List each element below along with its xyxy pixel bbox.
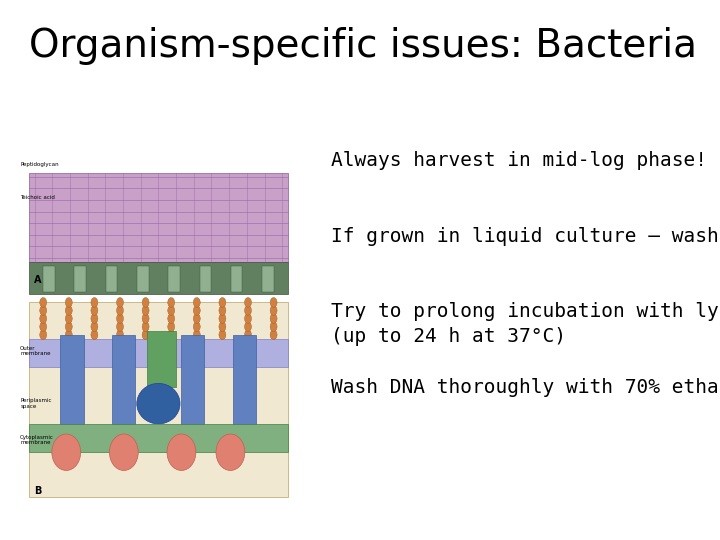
Circle shape bbox=[219, 314, 226, 323]
Circle shape bbox=[66, 322, 72, 332]
Ellipse shape bbox=[167, 434, 196, 470]
Bar bbox=[233, 335, 256, 424]
Circle shape bbox=[245, 322, 251, 332]
Text: If grown in liquid culture – wash the cells well: If grown in liquid culture – wash the ce… bbox=[331, 227, 720, 246]
Circle shape bbox=[270, 298, 277, 307]
Text: Peptidoglycan: Peptidoglycan bbox=[20, 162, 59, 167]
Bar bbox=[29, 339, 288, 367]
Circle shape bbox=[117, 322, 123, 332]
Circle shape bbox=[66, 330, 72, 340]
Circle shape bbox=[91, 314, 98, 323]
Circle shape bbox=[270, 330, 277, 340]
Circle shape bbox=[168, 330, 175, 340]
Circle shape bbox=[91, 330, 98, 340]
Text: A: A bbox=[34, 275, 41, 285]
Circle shape bbox=[91, 322, 98, 332]
Circle shape bbox=[40, 322, 47, 332]
Bar bbox=[231, 266, 243, 292]
Ellipse shape bbox=[109, 434, 138, 470]
Bar bbox=[29, 262, 288, 294]
Text: Organism-specific issues: Bacteria: Organism-specific issues: Bacteria bbox=[29, 27, 697, 65]
Circle shape bbox=[40, 330, 47, 340]
Circle shape bbox=[219, 306, 226, 315]
Circle shape bbox=[142, 314, 149, 323]
Bar bbox=[137, 266, 148, 292]
Circle shape bbox=[66, 314, 72, 323]
Bar bbox=[262, 266, 274, 292]
Circle shape bbox=[270, 322, 277, 332]
Bar bbox=[199, 266, 211, 292]
Circle shape bbox=[66, 298, 72, 307]
Circle shape bbox=[117, 314, 123, 323]
Circle shape bbox=[91, 298, 98, 307]
Circle shape bbox=[91, 306, 98, 315]
Ellipse shape bbox=[137, 383, 180, 424]
Circle shape bbox=[194, 306, 200, 315]
Bar bbox=[43, 266, 55, 292]
Text: Always harvest in mid-log phase!: Always harvest in mid-log phase! bbox=[331, 151, 707, 170]
Circle shape bbox=[142, 322, 149, 332]
Circle shape bbox=[117, 306, 123, 315]
Circle shape bbox=[40, 298, 47, 307]
Text: Try to prolong incubation with lyzozyme
(up to 24 h at 37°C): Try to prolong incubation with lyzozyme … bbox=[331, 302, 720, 346]
Bar bbox=[106, 266, 117, 292]
Circle shape bbox=[270, 314, 277, 323]
Text: Wash DNA thoroughly with 70% ethanol: Wash DNA thoroughly with 70% ethanol bbox=[331, 378, 720, 397]
Circle shape bbox=[142, 298, 149, 307]
Circle shape bbox=[194, 322, 200, 332]
Circle shape bbox=[168, 314, 175, 323]
Circle shape bbox=[245, 306, 251, 315]
Circle shape bbox=[168, 306, 175, 315]
Circle shape bbox=[40, 314, 47, 323]
Circle shape bbox=[219, 330, 226, 340]
Bar bbox=[74, 266, 86, 292]
Bar bbox=[181, 335, 204, 424]
Circle shape bbox=[40, 306, 47, 315]
Circle shape bbox=[219, 298, 226, 307]
Circle shape bbox=[219, 322, 226, 332]
Bar bbox=[29, 424, 288, 453]
Circle shape bbox=[194, 330, 200, 340]
Circle shape bbox=[270, 306, 277, 315]
Circle shape bbox=[168, 322, 175, 332]
Circle shape bbox=[117, 330, 123, 340]
Ellipse shape bbox=[52, 434, 81, 470]
Circle shape bbox=[66, 306, 72, 315]
Circle shape bbox=[142, 330, 149, 340]
Circle shape bbox=[245, 298, 251, 307]
Ellipse shape bbox=[216, 434, 245, 470]
Circle shape bbox=[194, 314, 200, 323]
Bar bbox=[60, 335, 84, 424]
Circle shape bbox=[245, 330, 251, 340]
Text: B: B bbox=[34, 485, 41, 496]
Text: Teichoic acid: Teichoic acid bbox=[20, 194, 55, 200]
Circle shape bbox=[117, 298, 123, 307]
Bar bbox=[29, 302, 288, 497]
Bar bbox=[147, 330, 176, 388]
Circle shape bbox=[168, 298, 175, 307]
Circle shape bbox=[194, 298, 200, 307]
Bar bbox=[168, 266, 180, 292]
Circle shape bbox=[142, 306, 149, 315]
Text: Cytoplasmic
membrane: Cytoplasmic membrane bbox=[20, 435, 54, 446]
Bar bbox=[29, 173, 288, 262]
Text: Periplasmic
space: Periplasmic space bbox=[20, 398, 52, 409]
Bar bbox=[112, 335, 135, 424]
Circle shape bbox=[245, 314, 251, 323]
Text: Outer
membrane: Outer membrane bbox=[20, 346, 50, 356]
